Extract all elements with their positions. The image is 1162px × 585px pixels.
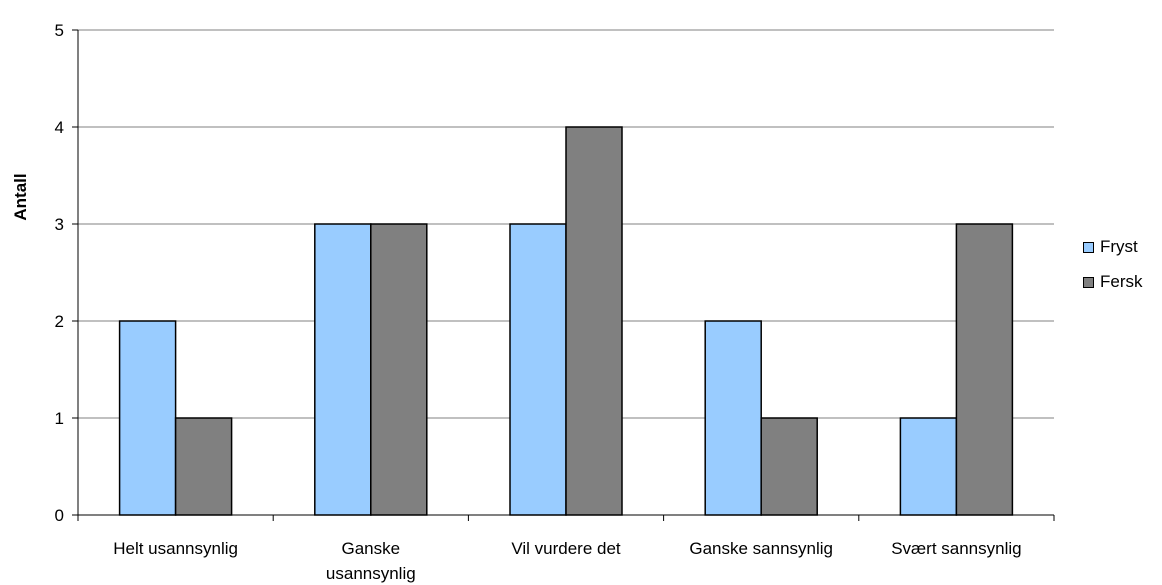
bar-fryst-5 [899, 417, 958, 516]
legend-item-fryst: Fryst [1083, 236, 1143, 258]
y-tick-label: 1 [55, 409, 64, 428]
legend: Fryst Fersk [1083, 236, 1143, 306]
bar-fryst-3 [509, 223, 567, 516]
y-tick-label: 0 [55, 506, 64, 525]
x-tick-label: Vil vurdere det [511, 539, 621, 558]
y-tick-label: 3 [55, 215, 64, 234]
x-tick-label: Svært sannsynlig [891, 539, 1021, 558]
bar-fryst-2 [314, 223, 372, 516]
y-axis-label: Antall [11, 173, 30, 220]
bars [118, 126, 1014, 516]
x-tick-label: Ganske usannsynlig [326, 539, 416, 583]
y-tick-label: 2 [55, 312, 64, 331]
tick-labels: 0 1 2 3 4 5 Helt usannsynlig Ganske usannsynlig V… [55, 21, 1022, 583]
bar-fersk-3 [565, 126, 623, 516]
legend-label-fryst: Fryst [1100, 237, 1138, 256]
y-tick-label: 5 [55, 21, 64, 40]
y-tick-label: 4 [55, 118, 64, 137]
legend-label-fersk: Fersk [1100, 272, 1143, 291]
bar-fersk-5 [955, 223, 1014, 516]
legend-item-fersk: Fersk [1083, 271, 1143, 293]
bar-fryst-4 [704, 320, 762, 516]
x-tick-label: Helt usannsynlig [113, 539, 238, 558]
legend-swatch-fersk [1083, 276, 1094, 288]
bar-fersk-4 [760, 417, 818, 516]
legend-swatch-fryst [1083, 241, 1094, 253]
bar-fryst-1 [118, 320, 177, 516]
x-tick-label: Ganske sannsynlig [689, 539, 833, 558]
bar-fersk-1 [174, 417, 233, 516]
bar-fersk-2 [370, 223, 428, 516]
